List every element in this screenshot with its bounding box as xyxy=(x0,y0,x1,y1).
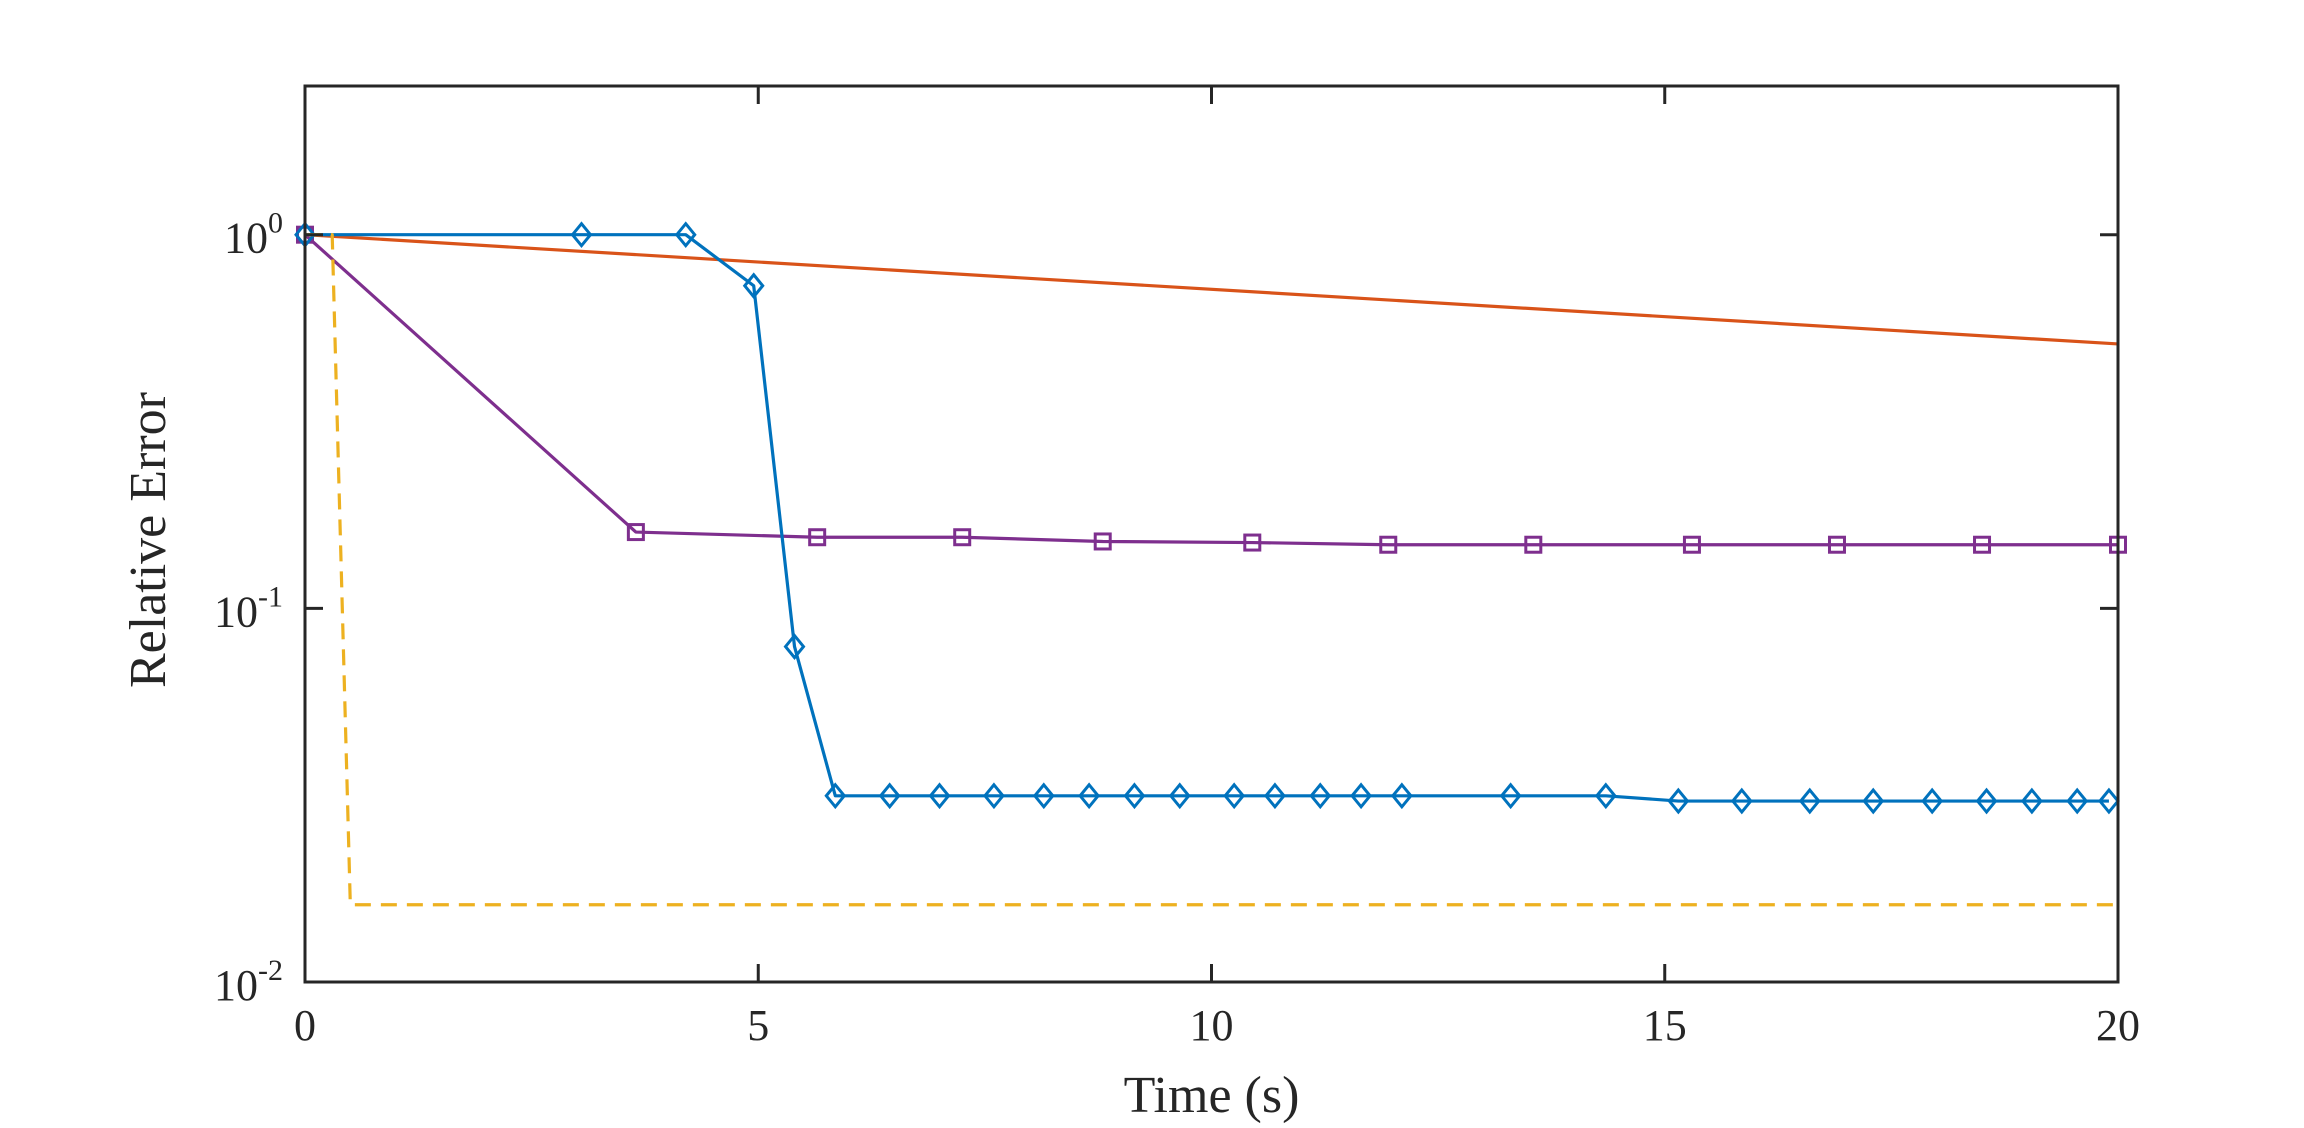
series-purple-line xyxy=(303,233,2118,547)
series-blue-marker xyxy=(1350,782,1373,810)
series-purple-marker xyxy=(1524,535,1543,554)
series-purple-marker xyxy=(1682,535,1701,554)
y-tick-label: 10-2 xyxy=(214,954,283,1010)
series-blue-marker xyxy=(674,221,697,249)
series-purple-marker xyxy=(626,523,645,542)
series-blue-marker xyxy=(1264,782,1286,810)
series-blue-line xyxy=(305,233,2109,803)
y-tick-base: 10 xyxy=(214,587,258,636)
series-orange xyxy=(304,233,2119,346)
series-blue-marker xyxy=(983,782,1005,810)
y-axis-title: Relative Error xyxy=(120,392,177,688)
series-blue-marker xyxy=(783,633,806,660)
series-blue-marker xyxy=(1667,787,1690,815)
series-blue-marker xyxy=(1123,782,1146,810)
series-blue xyxy=(294,221,2120,815)
series-blue-marker xyxy=(2066,787,2089,815)
series-blue-marker xyxy=(1975,787,1998,815)
y-tick-exponent: -1 xyxy=(258,580,283,613)
series-blue-marker xyxy=(570,221,593,249)
series-blue-marker xyxy=(1921,787,1944,815)
series-blue-marker xyxy=(1078,782,1101,810)
series-blue-marker xyxy=(824,782,847,810)
series-blue-marker xyxy=(1309,782,1332,810)
series-purple-marker xyxy=(1093,532,1112,551)
y-tick-base: 10 xyxy=(214,961,258,1010)
x-tick-label: 5 xyxy=(747,1001,769,1050)
y-tick-exponent: 0 xyxy=(268,207,283,240)
series-blue-marker xyxy=(742,272,765,300)
x-tick-label: 10 xyxy=(1190,1001,1234,1050)
x-tick-label: 0 xyxy=(294,1001,316,1050)
series-purple-marker xyxy=(1973,535,1992,554)
x-tick-label: 20 xyxy=(2096,1001,2140,1050)
series-blue-marker xyxy=(2098,787,2120,815)
series-blue-marker xyxy=(2020,787,2043,815)
series-blue-marker xyxy=(1862,787,1885,815)
series-purple-marker xyxy=(1243,533,1262,552)
series-blue-marker xyxy=(1032,782,1055,810)
axes-box xyxy=(303,84,2120,984)
series-blue-marker xyxy=(1390,782,1413,810)
series-blue-marker xyxy=(928,782,951,810)
x-axis-title: Time (s) xyxy=(1124,1067,1300,1124)
series-blue-marker xyxy=(1499,782,1522,810)
y-tick-label: 100 xyxy=(224,207,283,263)
series-purple-marker xyxy=(953,528,972,547)
series-blue-marker xyxy=(1223,782,1246,810)
y-tick-label: 10-1 xyxy=(214,580,283,636)
series-blue-marker xyxy=(1168,782,1191,810)
series-blue-marker xyxy=(1798,787,1821,815)
series-blue-marker xyxy=(1730,787,1753,815)
series-blue-marker xyxy=(1594,782,1617,810)
series-purple-marker xyxy=(1827,535,1846,554)
series-orange-line xyxy=(304,233,2119,346)
x-tick-label: 15 xyxy=(1643,1001,1687,1050)
series-purple-marker xyxy=(808,528,827,547)
y-tick-base: 10 xyxy=(224,214,268,263)
y-tick-exponent: -2 xyxy=(258,954,283,987)
series-purple-marker xyxy=(1379,535,1398,554)
series-blue-marker xyxy=(878,782,901,810)
